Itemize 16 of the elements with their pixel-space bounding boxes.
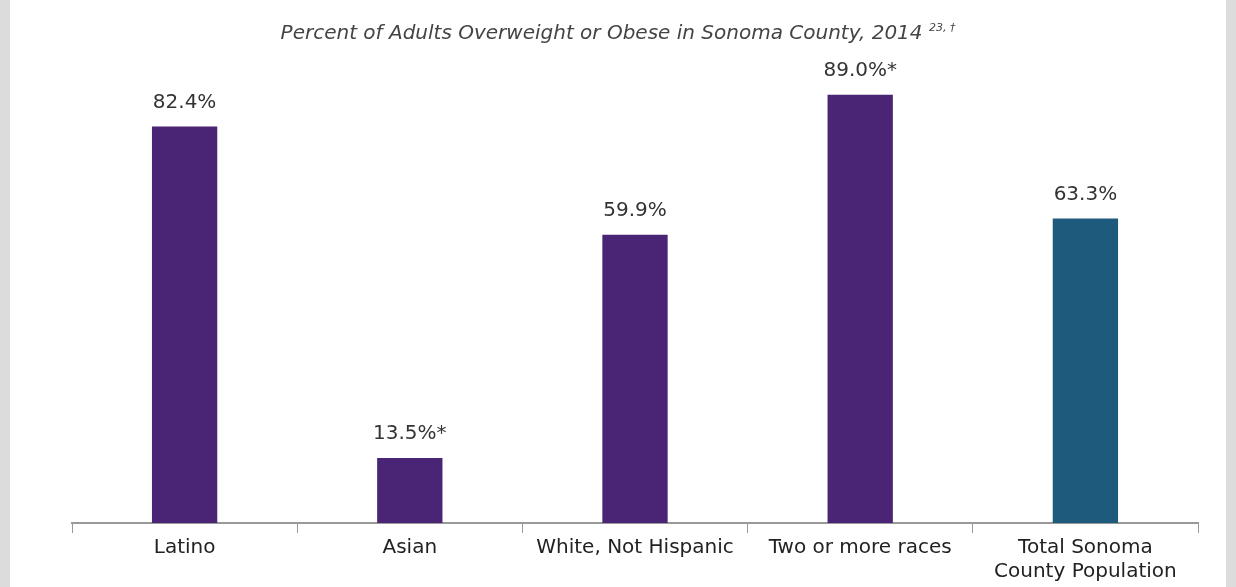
data-label: 63.3%	[1053, 180, 1118, 205]
bar	[602, 234, 668, 523]
data-label: 82.4%	[152, 88, 217, 113]
data-label: 89.0%*	[823, 57, 897, 82]
x-tick-label: Total Sonoma County Population	[994, 534, 1177, 583]
bar	[827, 94, 893, 523]
x-tick-label: Two or more races	[767, 534, 952, 559]
bar	[377, 458, 443, 523]
data-label: 13.5%*	[373, 420, 447, 445]
data-label: 59.9%	[603, 197, 667, 222]
x-tick-label: White, Not Hispanic	[536, 534, 734, 559]
x-tick-label: Asian	[382, 534, 438, 559]
bar	[151, 126, 218, 523]
chart-title: Percent of Adults Overweight or Obese in Sonoma County, 2014 $^{23, †}$	[279, 20, 957, 44]
bar	[1052, 218, 1119, 523]
x-tick-label: Latino	[153, 534, 216, 559]
